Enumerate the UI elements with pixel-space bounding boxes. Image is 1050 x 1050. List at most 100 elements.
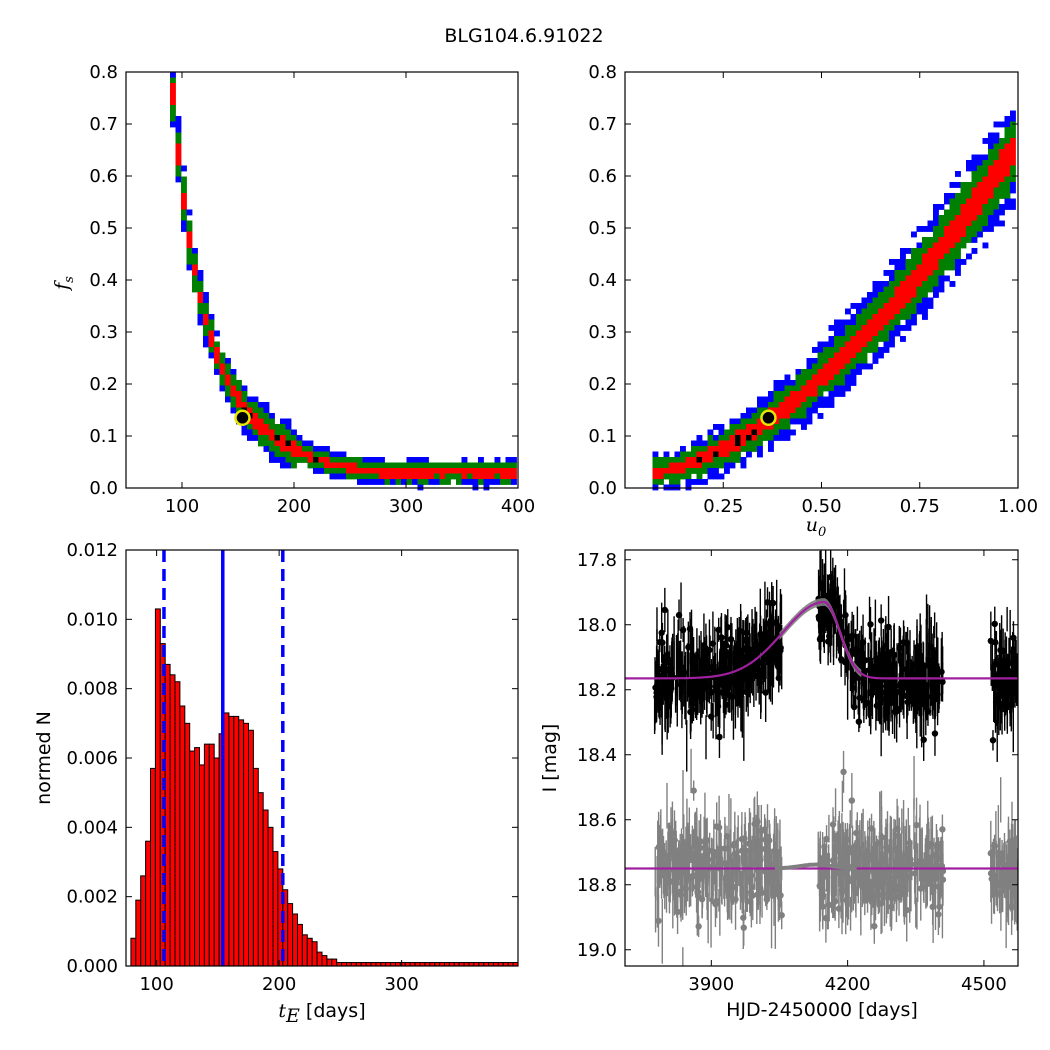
density-cell (340, 462, 347, 469)
density-cell (966, 193, 972, 199)
density-cell (197, 281, 204, 287)
histogram-bar (238, 719, 245, 967)
density-cell (340, 451, 347, 458)
density-cell (324, 468, 330, 474)
density-cell (933, 231, 939, 238)
density-cell (828, 396, 835, 403)
density-cell (806, 380, 813, 386)
density-cell (977, 182, 983, 188)
density-cell (878, 314, 884, 320)
density-cell (729, 418, 736, 425)
density-cell (834, 369, 840, 375)
best-fit-marker (760, 409, 777, 427)
density-cell (203, 297, 209, 304)
residual-point (695, 871, 702, 878)
data-point (661, 606, 669, 614)
density-cell (713, 462, 719, 469)
x-tick-label: 100 (139, 974, 173, 995)
density-cell (993, 154, 1000, 161)
density-cell (944, 248, 950, 254)
density-cell (258, 424, 264, 430)
density-cell (823, 352, 829, 359)
density-cell (900, 325, 906, 331)
density-cell (318, 468, 325, 474)
density-cell (214, 358, 220, 364)
density-cell (883, 270, 890, 276)
panel-te-vs-fs-frame (125, 71, 519, 489)
panel-lightcurve-plot (625, 550, 1018, 966)
density-cell (718, 435, 725, 441)
density-cell (806, 418, 813, 425)
density-cell (971, 215, 978, 221)
density-cell (685, 473, 692, 480)
density-cell (850, 341, 857, 348)
density-cell (203, 303, 209, 309)
density-cell (181, 176, 187, 183)
density-cell (911, 264, 917, 271)
residual-point (936, 903, 943, 910)
density-cell (384, 462, 391, 469)
histogram-bar (292, 913, 299, 967)
density-cell (746, 418, 752, 425)
density-cell (966, 204, 972, 210)
density-cell (346, 462, 352, 469)
density-cell (817, 341, 824, 348)
density-cell (417, 468, 424, 474)
density-cell (971, 248, 978, 254)
density-cell (685, 451, 692, 458)
density-cell (768, 440, 774, 447)
density-cell (971, 171, 978, 177)
density-cell (1004, 198, 1011, 205)
density-cell (944, 275, 950, 282)
y-tick-label: 0.0 (89, 478, 118, 499)
density-cell (280, 429, 286, 436)
residual-point (740, 914, 747, 921)
density-cell (779, 385, 785, 392)
density-cell (674, 451, 681, 458)
y-tick-label: 18.6 (577, 810, 617, 831)
density-cell (801, 396, 807, 403)
density-cell (368, 457, 374, 463)
density-cell (751, 429, 758, 436)
residual-point (894, 832, 901, 840)
residual-point (996, 859, 1004, 867)
density-cell (905, 319, 912, 326)
density-cell (773, 429, 780, 436)
density-cell (351, 457, 358, 463)
density-cell (812, 407, 818, 414)
density-cell (450, 473, 457, 480)
density-cell (340, 473, 347, 480)
density-cell (346, 468, 352, 474)
density-cell (982, 165, 989, 172)
density-cell (500, 468, 506, 474)
density-cell (252, 424, 259, 430)
density-cell (812, 363, 818, 370)
panel-lightcurve-frame (624, 549, 1019, 967)
density-cell (900, 336, 906, 342)
residual-point (706, 847, 713, 854)
density-cell (905, 297, 912, 304)
density-cell (357, 457, 363, 463)
density-cell (768, 429, 774, 436)
density-cell (691, 457, 697, 463)
density-cell (944, 259, 950, 265)
density-cell (999, 193, 1005, 199)
density-cell (801, 380, 807, 386)
panel-u0-vs-fs-frame (624, 71, 1019, 489)
density-cell (252, 435, 259, 441)
density-cell (938, 264, 945, 271)
density-cell (949, 193, 956, 199)
density-cell (175, 143, 182, 150)
density-cell (949, 209, 956, 216)
density-cell (680, 468, 686, 474)
density-cell (949, 226, 956, 232)
density-cell (944, 226, 950, 232)
data-point (746, 653, 754, 660)
residual-point (758, 827, 765, 835)
residual-point (692, 835, 699, 842)
model-uncertainty-band (779, 598, 862, 678)
density-cell (922, 286, 928, 293)
density-cell (889, 325, 895, 331)
density-cell (773, 391, 780, 397)
density-cell (949, 204, 956, 210)
